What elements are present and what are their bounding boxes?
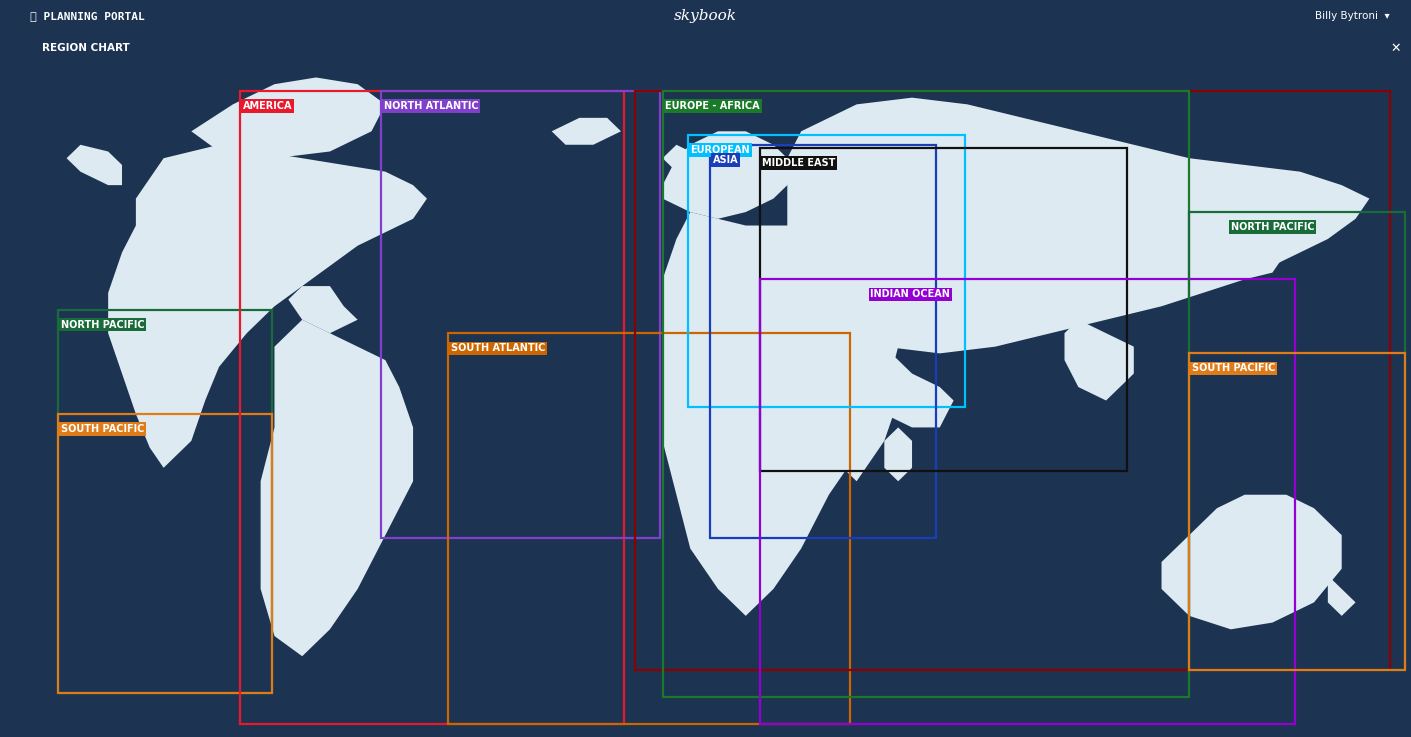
Text: EUROPEAN: EUROPEAN: [690, 144, 749, 155]
Text: EUROPE - ASIA: EUROPE - ASIA: [676, 101, 756, 111]
Bar: [58, 310, 272, 694]
Text: Billy Bytroni  ▾: Billy Bytroni ▾: [1315, 11, 1390, 21]
Text: SOUTH PACIFIC: SOUTH PACIFIC: [1192, 363, 1276, 374]
Polygon shape: [842, 320, 954, 427]
Bar: [58, 414, 272, 694]
Polygon shape: [816, 333, 899, 481]
Polygon shape: [663, 131, 801, 219]
Bar: [710, 144, 935, 539]
Polygon shape: [1161, 495, 1342, 629]
Bar: [759, 279, 1294, 724]
Polygon shape: [261, 320, 413, 656]
Bar: [663, 91, 1189, 696]
Polygon shape: [109, 144, 428, 468]
Polygon shape: [663, 144, 690, 172]
Text: skybook: skybook: [673, 9, 737, 23]
Text: NORTH ATLANTIC: NORTH ATLANTIC: [384, 101, 478, 111]
Polygon shape: [1328, 576, 1356, 616]
Polygon shape: [663, 212, 899, 616]
Bar: [635, 91, 1390, 670]
Polygon shape: [1245, 232, 1287, 279]
Polygon shape: [787, 97, 1370, 353]
Bar: [381, 91, 660, 539]
Polygon shape: [885, 427, 912, 481]
Text: MIDDLE EAST: MIDDLE EAST: [762, 158, 835, 168]
Polygon shape: [192, 77, 385, 158]
Polygon shape: [66, 144, 121, 185]
Bar: [759, 148, 1127, 471]
Bar: [687, 135, 965, 408]
Text: EUROPE - AFRICA: EUROPE - AFRICA: [666, 101, 761, 111]
Text: ⊹ PLANNING PORTAL: ⊹ PLANNING PORTAL: [30, 11, 145, 21]
Text: INDIAN OCEAN: INDIAN OCEAN: [871, 290, 951, 299]
Bar: [1189, 353, 1405, 670]
Text: ✕: ✕: [1391, 41, 1401, 55]
Text: NORTH PACIFIC: NORTH PACIFIC: [61, 320, 145, 329]
Polygon shape: [288, 286, 357, 333]
Text: AMERICA: AMERICA: [243, 101, 292, 111]
Text: REGION CHART: REGION CHART: [42, 43, 130, 53]
Polygon shape: [552, 118, 621, 144]
Polygon shape: [1064, 320, 1134, 400]
Text: NORTH PACIFIC: NORTH PACIFIC: [1230, 222, 1315, 232]
Text: SOUTH ATLANTIC: SOUTH ATLANTIC: [450, 343, 545, 353]
Text: SOUTH PACIFIC: SOUTH PACIFIC: [61, 424, 144, 434]
Bar: [240, 91, 624, 724]
Bar: [447, 333, 849, 724]
Bar: [1189, 212, 1405, 670]
Text: ASIA: ASIA: [713, 155, 738, 165]
